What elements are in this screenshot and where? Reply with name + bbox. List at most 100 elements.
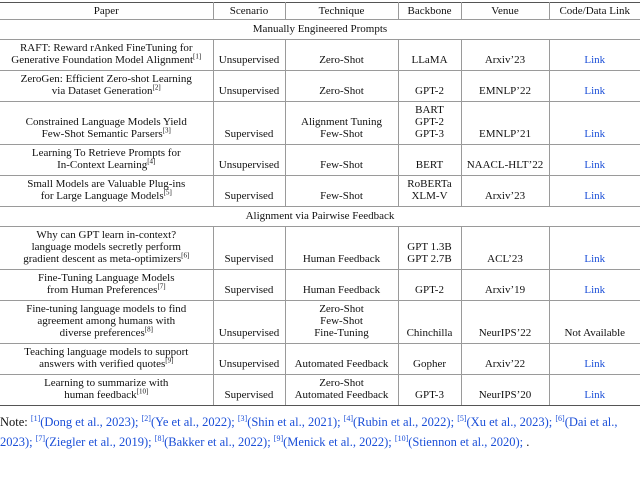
citation[interactable]: (Stiennon et al., 2020); — [408, 435, 524, 449]
backbone-cell: Gopher — [397, 343, 462, 375]
backbone: BERT — [415, 159, 444, 171]
paper-cell: Fine-tuning language models to find agree… — [0, 300, 214, 344]
paper-title-line: language models secretly perform — [31, 241, 181, 253]
venue-cell: Arxiv’22 — [460, 343, 550, 375]
citation-ref: [7] — [35, 433, 46, 443]
reference-number: [4] — [147, 157, 156, 166]
scenario-cell: Supervised — [212, 374, 286, 406]
paper-title-line: Generative Foundation Model Alignment[1] — [11, 52, 202, 66]
citation[interactable]: (Dong et al., 2023); — [40, 415, 139, 429]
scenario-cell: Supervised — [212, 101, 286, 145]
scenario-cell: Supervised — [212, 226, 286, 270]
citation-ref: [3] — [237, 413, 248, 423]
code-link[interactable]: Link — [584, 159, 606, 171]
backbone-cell: RoBERTa XLM-V — [397, 175, 462, 207]
technique-cell: Few-Shot — [284, 175, 399, 207]
technique-cell: Zero-Shot Automated Feedback — [284, 374, 399, 406]
technique: Zero-Shot — [319, 85, 364, 97]
reference-number: [2] — [152, 83, 161, 92]
code-link[interactable]: Link — [584, 389, 606, 401]
scenario-cell: Unsupervised — [212, 300, 286, 344]
scenario-cell: Unsupervised — [212, 70, 286, 102]
backbone-cell: GPT-2 — [397, 269, 462, 301]
citation[interactable]: (Ye et al., 2022); — [150, 415, 235, 429]
table-body: Manually Engineered Prompts RAFT: Reward … — [0, 19, 640, 406]
reference-number: [7] — [157, 282, 166, 291]
paper-title-line: Fine-tuning language models to find — [26, 303, 187, 315]
header-cell: Technique — [284, 2, 399, 20]
code-link[interactable]: Link — [584, 190, 606, 202]
citation[interactable]: (Ziegler et al., 2019); — [45, 435, 152, 449]
technique: Few-Shot — [320, 190, 363, 202]
backbone: LLaMA — [411, 54, 448, 66]
paper-title-line: for Large Language Models[5] — [40, 188, 172, 202]
technique: Fine-Tuning — [314, 327, 369, 339]
backbone: GPT-3 — [415, 128, 444, 140]
backbone: GPT 2.7B — [407, 253, 452, 265]
technique: Human Feedback — [302, 284, 381, 296]
paper-title-line: Small Models are Valuable Plug-ins — [27, 178, 186, 190]
code-link[interactable]: Link — [584, 128, 606, 140]
backbone-cell: BART GPT-2 GPT-3 — [397, 101, 462, 145]
paper-title-line: Constrained Language Models Yield — [25, 116, 187, 128]
venue-cell: EMNLP’21 — [460, 101, 550, 145]
paper-title-line: agreement among humans with — [37, 315, 176, 327]
citation[interactable]: (Shin et al., 2021); — [247, 415, 341, 429]
backbone-cell: LLaMA — [397, 39, 462, 71]
technique: Zero-Shot — [319, 377, 364, 389]
technique-cell: Alignment Tuning Few-Shot — [284, 101, 399, 145]
code-link[interactable]: Link — [584, 54, 606, 66]
scenario-cell: Unsupervised — [212, 144, 286, 176]
citation[interactable]: (Bakker et al., 2022); — [164, 435, 271, 449]
backbone: Chinchilla — [406, 327, 453, 339]
paper-title-line: Fine-Tuning Language Models — [38, 272, 175, 284]
note: Note: [1](Dong et al., 2023); [2](Ye et … — [0, 412, 640, 452]
backbone: XLM-V — [411, 190, 448, 202]
citation[interactable]: (Menick et al., 2022); — [283, 435, 392, 449]
venue-cell: Arxiv’23 — [460, 175, 550, 207]
technique-cell: Human Feedback — [284, 226, 399, 270]
paper-cell: Why can GPT learn in-context? language mo… — [0, 226, 214, 270]
code-link[interactable]: Link — [584, 358, 606, 370]
link-status: Not Available — [564, 327, 626, 339]
paper-cell: ZeroGen: Efficient Zero-shot Learning via… — [0, 70, 214, 102]
code-link[interactable]: Link — [584, 253, 606, 265]
citation[interactable]: (Dai et al., 2023); — [0, 415, 618, 449]
backbone: RoBERTa — [407, 178, 452, 190]
section-row: Alignment via Pairwise Feedback — [0, 206, 640, 227]
venue-cell: NAACL-HLT’22 — [460, 144, 550, 176]
technique: Automated Feedback — [294, 389, 389, 401]
section-title: Alignment via Pairwise Feedback — [0, 206, 640, 227]
header-cell: Backbone — [397, 2, 462, 20]
link-cell: Link — [548, 374, 640, 406]
backbone: GPT-2 — [415, 85, 444, 97]
paper-title-line: ZeroGen: Efficient Zero-shot Learning — [20, 73, 192, 85]
paper-cell: Learning to summarize with human feedback… — [0, 374, 214, 406]
paper-title-line: via Dataset Generation[2] — [51, 83, 161, 97]
reference-number: [10] — [136, 387, 149, 396]
backbone-cell: GPT-2 — [397, 70, 462, 102]
citation-ref: [9] — [273, 433, 284, 443]
paper-cell: Teaching language models to support answe… — [0, 343, 214, 375]
code-link[interactable]: Link — [584, 284, 606, 296]
citation-ref: [2] — [141, 413, 151, 423]
backbone: GPT-3 — [415, 389, 444, 401]
technique: Few-Shot — [320, 159, 363, 171]
technique: Few-Shot — [320, 315, 363, 327]
table-row: Why can GPT learn in-context? language mo… — [0, 226, 640, 270]
note-label: Note: — [0, 415, 28, 429]
section-title: Manually Engineered Prompts — [0, 19, 640, 40]
citation[interactable]: (Rubin et al., 2022); — [353, 415, 455, 429]
paper-cell: Constrained Language Models Yield Few-Sho… — [0, 101, 214, 145]
table-row: Small Models are Valuable Plug-ins for La… — [0, 175, 640, 207]
venue-cell: NeurIPS’22 — [460, 300, 550, 344]
backbone-cell: BERT — [397, 144, 462, 176]
technique: Human Feedback — [302, 253, 381, 265]
code-link[interactable]: Link — [584, 85, 606, 97]
scenario-cell: Supervised — [212, 175, 286, 207]
backbone: BART — [415, 104, 444, 116]
citation-ref: [4] — [343, 413, 354, 423]
citation[interactable]: (Xu et al., 2023); — [466, 415, 553, 429]
link-cell: Not Available — [548, 300, 640, 344]
